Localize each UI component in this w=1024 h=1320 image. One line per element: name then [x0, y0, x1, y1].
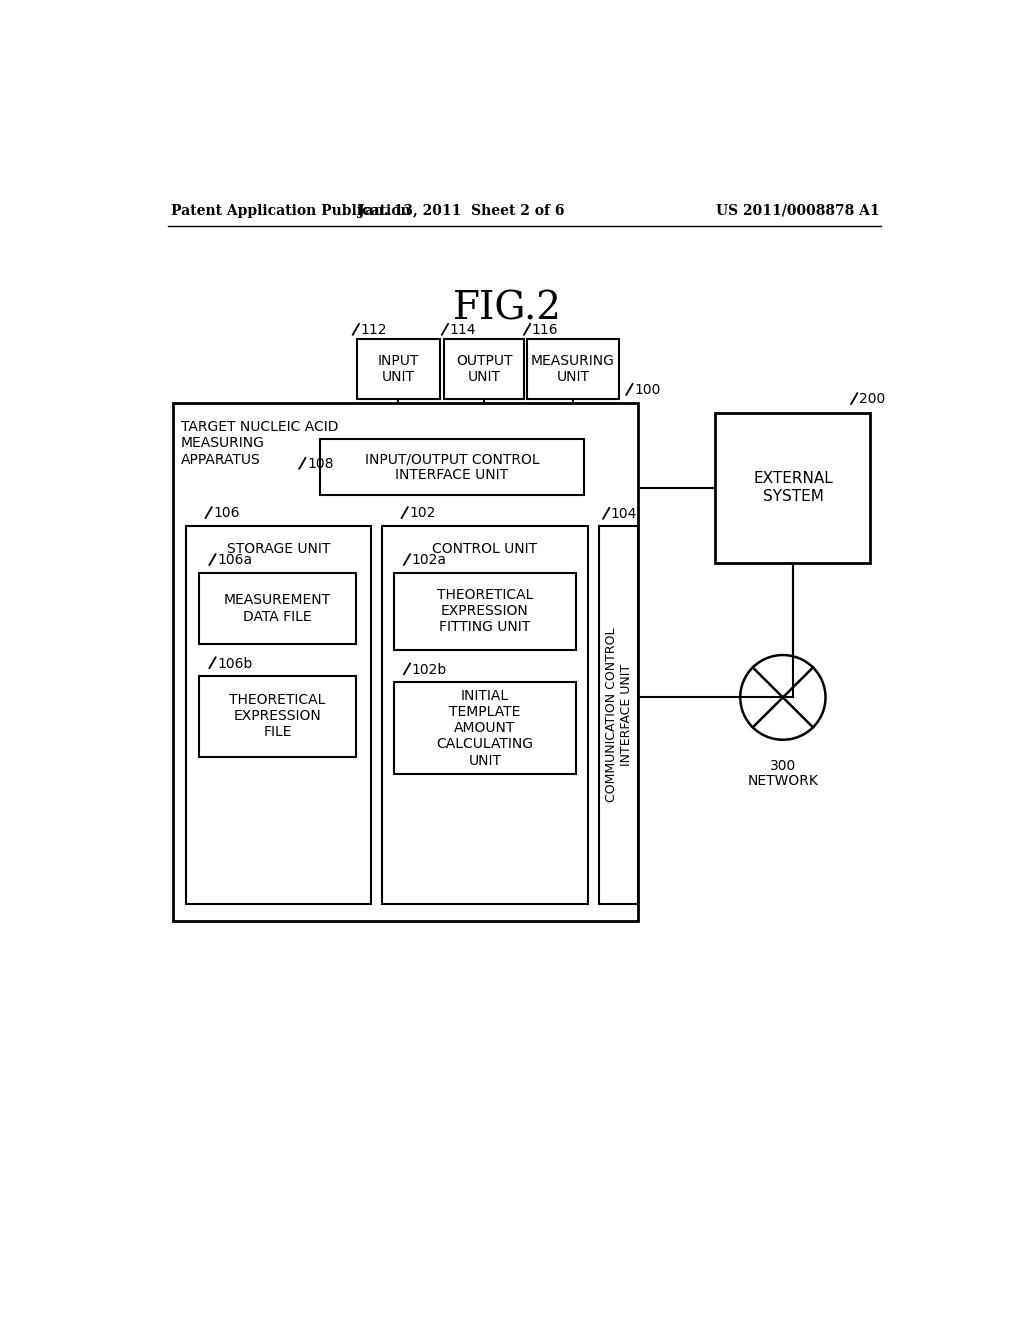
Text: 102b: 102b — [412, 663, 446, 677]
Bar — [599, 527, 638, 904]
Text: 114: 114 — [450, 323, 476, 337]
Bar — [200, 676, 356, 756]
Bar — [394, 573, 575, 649]
Text: US 2011/0008878 A1: US 2011/0008878 A1 — [716, 203, 880, 218]
Text: CONTROL UNIT: CONTROL UNIT — [432, 543, 538, 556]
Bar — [356, 339, 440, 400]
Text: 116: 116 — [531, 323, 558, 337]
Text: Jan. 13, 2011  Sheet 2 of 6: Jan. 13, 2011 Sheet 2 of 6 — [358, 203, 564, 218]
Text: 106: 106 — [213, 507, 240, 520]
Text: 106b: 106b — [217, 656, 253, 671]
Text: FIG.2: FIG.2 — [454, 290, 562, 327]
Text: 102: 102 — [410, 507, 435, 520]
Text: TARGET NUCLEIC ACID
MEASURING
APPARATUS: TARGET NUCLEIC ACID MEASURING APPARATUS — [180, 420, 338, 466]
Text: STORAGE UNIT: STORAGE UNIT — [226, 543, 330, 556]
Text: THEORETICAL
EXPRESSION
FILE: THEORETICAL EXPRESSION FILE — [229, 693, 326, 739]
Text: INPUT
UNIT: INPUT UNIT — [378, 354, 419, 384]
Text: THEORETICAL
EXPRESSION
FITTING UNIT: THEORETICAL EXPRESSION FITTING UNIT — [436, 587, 534, 635]
Text: 108: 108 — [307, 457, 334, 471]
Text: COMMUNICATION CONTROL
INTERFACE UNIT: COMMUNICATION CONTROL INTERFACE UNIT — [604, 628, 633, 803]
Text: 112: 112 — [360, 323, 387, 337]
Text: EXTERNAL
SYSTEM: EXTERNAL SYSTEM — [753, 471, 833, 504]
Bar — [186, 527, 371, 904]
Text: Patent Application Publication: Patent Application Publication — [171, 203, 411, 218]
Text: MEASURING
UNIT: MEASURING UNIT — [530, 354, 614, 384]
Text: MEASUREMENT
DATA FILE: MEASUREMENT DATA FILE — [224, 594, 331, 623]
Text: OUTPUT
UNIT: OUTPUT UNIT — [456, 354, 512, 384]
Text: 100: 100 — [634, 383, 660, 397]
Bar — [200, 573, 356, 644]
Bar — [444, 339, 524, 400]
Text: 106a: 106a — [217, 553, 252, 568]
Text: 104: 104 — [611, 507, 637, 521]
Text: 300: 300 — [770, 759, 796, 774]
Text: 200: 200 — [859, 392, 885, 407]
Text: 102a: 102a — [412, 553, 446, 568]
Bar — [173, 404, 638, 921]
Bar — [321, 440, 584, 495]
Text: INITIAL
TEMPLATE
AMOUNT
CALCULATING
UNIT: INITIAL TEMPLATE AMOUNT CALCULATING UNIT — [436, 689, 534, 768]
Text: INPUT/OUTPUT CONTROL
INTERFACE UNIT: INPUT/OUTPUT CONTROL INTERFACE UNIT — [365, 451, 540, 482]
Bar — [716, 412, 870, 562]
Text: NETWORK: NETWORK — [748, 775, 818, 788]
Bar — [382, 527, 588, 904]
Bar — [527, 339, 618, 400]
Bar — [394, 682, 575, 775]
